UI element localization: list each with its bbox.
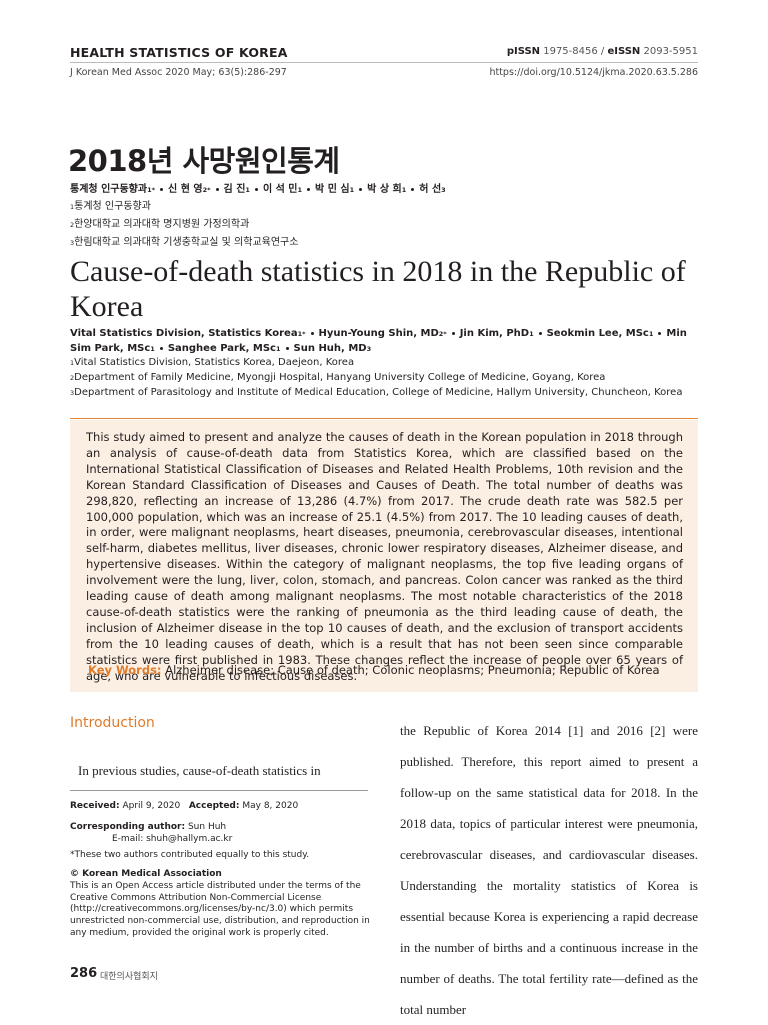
page-number: 286 [70,966,98,981]
email: E-mail: shuh@hallym.ac.kr [112,834,233,844]
separator-dot [359,187,363,191]
author-affiliation-mark: 1 [275,345,281,353]
affiliation: 3한림대학교 의과대학 기생충학교실 및 의학교육연구소 [70,233,298,248]
paragraph: the Republic of Korea 2014 [1] and 2016 … [400,723,698,1017]
author-affiliation-mark: 1* [147,186,156,194]
affiliation: 1Vital Statistics Division, Statistics K… [70,357,354,368]
issn-label: eISSN [607,46,641,57]
separator-dot [658,331,662,335]
author-name: Hyun-Young Shin, MD [318,328,439,339]
affiliation: 2한양대학교 의과대학 명지병원 가정의학과 [70,215,249,230]
author-name: Sun Huh, MD [293,343,367,354]
abstract-text: This study aimed to present and analyze … [86,430,683,683]
separator-dot [451,331,455,335]
paragraph: In previous studies, cause-of-death stat… [78,763,321,778]
affiliation-mark: 1 [70,359,75,367]
date: April 9, 2020 [122,801,181,811]
label: Accepted: [188,801,240,811]
date: May 8, 2020 [242,801,299,811]
separator-dot [215,187,219,191]
affiliation-text: Department of Family Medicine, Myongji H… [74,372,606,383]
affiliation-text: 한림대학교 의과대학 기생충학교실 및 의학교육연구소 [74,237,299,248]
affiliation: 1통계청 인구동향과 [70,197,151,212]
affiliation-text: Vital Statistics Division, Statistics Ko… [74,357,355,368]
author-affiliation-mark: 2* [202,186,211,194]
author-affiliation-mark: 3 [366,345,372,353]
affiliation-mark: 1 [70,203,75,211]
author: Sun Huh [187,822,227,832]
equal-contribution: *These two authors contributed equally t… [70,850,310,860]
author-name: 통계청 인구동향과 [70,184,148,195]
affiliation-mark: 3 [70,389,75,397]
citation: J Korean Med Assoc 2020 May; 63(5):286-2… [70,67,287,78]
author-affiliation-mark: 1 [150,345,155,353]
received: Received: April 9, 2020 Accepted: May 8,… [70,801,370,813]
issn-label: pISSN [506,46,541,57]
footnote-rule [70,790,368,791]
keywords-label: Key Words: [88,663,162,677]
author-name: Sanghee Park, MSc [167,343,276,354]
affiliation-text: 통계청 인구동향과 [74,201,151,212]
author-affiliation-mark: 1 [297,186,303,194]
separator-dot [411,187,415,191]
author-name: 김 진 [223,184,246,195]
doi: https://doi.org/10.5124/jkma.2020.63.5.2… [489,67,698,78]
journal-name: HEALTH STATISTICS OF KOREA [70,45,288,60]
author-affiliation-mark: 1* [297,330,306,338]
keywords: Key Words: Alzheimer disease; Cause of d… [88,663,660,677]
separator-dot [254,187,258,191]
author-name: Vital Statistics Division, Statistics Ko… [70,328,298,339]
affiliation-mark: 2 [70,221,75,229]
author-name: 이 석 민 [262,184,298,195]
separator-dot [310,331,314,335]
issn-value: 2093-5951 [643,46,698,57]
copyright: © Korean Medical Association [70,869,222,879]
author-name: 신 현 영 [168,184,203,195]
footer-journal: 대한의사협회지 [100,972,158,982]
label: Corresponding author: [70,822,186,832]
license: This is an Open Access article distribut… [70,881,370,938]
issn-value: 1975-8456 / [543,46,605,57]
authors: Vital Statistics Division, Statistics Ko… [70,326,700,356]
author-name: Jin Kim, PhD [459,328,530,339]
keywords-text: Alzheimer disease; Cause of death; Colon… [165,663,660,677]
author-affiliation-mark: 1 [401,186,407,194]
author-name: 박 민 심 [315,184,350,195]
affiliation: 2Department of Family Medicine, Myongji … [70,372,605,383]
korean-authors: 통계청 인구동향과1* 신 현 영2* 김 진1 이 석 민1 박 민 심1 박 상 희1… [70,180,446,195]
title: Cause-of-death statistics in 2018 in the… [70,255,686,323]
affiliation-text: Department of Parasitology and Institute… [74,387,683,398]
separator-dot [159,346,163,350]
affiliation-mark: 3 [70,239,75,247]
abstract-box: This study aimed to present and analyze … [70,420,698,692]
korean-title: 2018년 사망원인통계 [68,144,340,178]
affiliation: 3Department of Parasitology and Institut… [70,387,682,398]
author-name: 박 상 희 [367,184,402,195]
section-heading: Introduction [70,715,155,731]
author-affiliation-mark: 1 [245,186,250,194]
corresponding: Corresponding author: Sun Huh [70,822,370,834]
header-rule [70,62,698,63]
label: Received: [70,801,120,811]
separator-dot [285,346,289,350]
author-affiliation-mark: 1 [349,186,355,194]
separator-dot [160,187,164,191]
abstract-rule [70,418,698,419]
author-name: Seokmin Lee, MSc [546,328,649,339]
author-affiliation-mark: 2* [438,330,447,338]
author-name: 허 선 [419,184,442,195]
author-affiliation-mark: 3 [441,186,446,194]
author-affiliation-mark: 1 [529,330,534,338]
separator-dot [307,187,311,191]
author-name: Min Sim Park, MSc [70,328,687,354]
affiliation-text: 한양대학교 의과대학 명지병원 가정의학과 [74,219,250,230]
author-affiliation-mark: 1 [648,330,654,338]
separator-dot [538,331,542,335]
issn: pISSN 1975-8456 / eISSN 2093-5951 [507,46,698,57]
affiliation-mark: 2 [70,374,75,382]
